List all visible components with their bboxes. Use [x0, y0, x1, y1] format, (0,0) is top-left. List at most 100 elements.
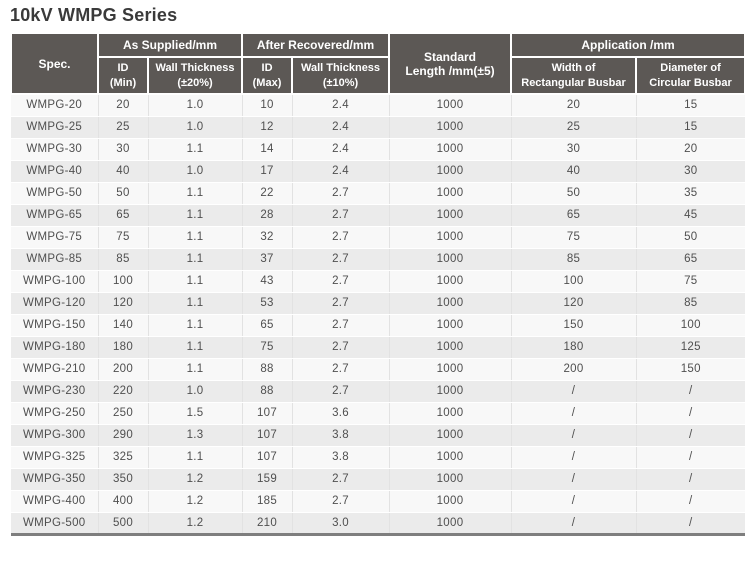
standard-length-cell: 1000: [388, 489, 512, 513]
wall-thickness-20-cell: 1.0: [147, 93, 243, 117]
table-row: WMPG-350 350 1.2 159 2.7 1000//: [11, 467, 746, 491]
diameter-circular-busbar-cell: 150: [635, 357, 746, 381]
wall-thickness-20-cell: 1.1: [147, 291, 243, 315]
table-row: WMPG-50 50 1.1 22 2.7 1000 50 35: [11, 181, 746, 205]
diameter-circular-busbar-cell: 15: [635, 93, 746, 117]
width-rectangular-busbar-cell: /: [510, 467, 637, 491]
standard-length-cell: 1000: [388, 379, 512, 403]
id-max-cell: 107: [241, 423, 293, 447]
table-body: WMPG-20 20 1.0 10 2.4 1000 20 15 WMPG-25 25 1.0 12 2…: [11, 93, 746, 535]
width-rectangular-busbar-cell: 150: [510, 313, 637, 337]
id-min-cell: 500: [97, 511, 149, 535]
spec-cell: WMPG-250: [11, 401, 99, 425]
wall-thickness-10-cell: 2.4: [291, 159, 390, 183]
table-row: WMPG-400 400 1.2 185 2.7 1000//: [11, 489, 746, 513]
table-row: WMPG-30 30 1.1 14 2.4 1000 30 20: [11, 137, 746, 161]
standard-length-cell: 1000: [388, 445, 512, 469]
wall-thickness-20-cell: 1.2: [147, 511, 243, 535]
table-row: WMPG-325 325 1.1 107 3.8 1000//: [11, 445, 746, 469]
width-rectangular-busbar-cell: 120: [510, 291, 637, 315]
id-min-cell: 100: [97, 269, 149, 293]
wall-thickness-10-cell: 2.7: [291, 269, 390, 293]
id-max-cell: 107: [241, 445, 293, 469]
diameter-circular-busbar-cell: 65: [635, 247, 746, 271]
wall-thickness-20-cell: 1.5: [147, 401, 243, 425]
spec-cell: WMPG-100: [11, 269, 99, 293]
table-row: WMPG-120 120 1.1 53 2.7 1000 120 85: [11, 291, 746, 315]
standard-length-cell: 1000: [388, 269, 512, 293]
standard-length-cell: 1000: [388, 181, 512, 205]
diameter-circular-busbar-cell: /: [635, 423, 746, 447]
wall-thickness-10-cell: 3.6: [291, 401, 390, 425]
width-rectangular-busbar-cell: 25: [510, 115, 637, 139]
wall-thickness-20-cell: 1.1: [147, 335, 243, 359]
id-max-cell: 10: [241, 93, 293, 117]
wall-thickness-20-cell: 1.1: [147, 137, 243, 161]
id-max-cell: 14: [241, 137, 293, 161]
id-min-cell: 325: [97, 445, 149, 469]
diameter-circular-busbar-cell: /: [635, 467, 746, 491]
header-spec: Spec.: [10, 32, 99, 95]
page-title: 10kV WMPG Series: [10, 5, 178, 25]
id-max-cell: 75: [241, 335, 293, 359]
diameter-circular-busbar-cell: 35: [635, 181, 746, 205]
spec-cell: WMPG-500: [11, 511, 99, 535]
wall-thickness-10-cell: 3.0: [291, 511, 390, 535]
header-diameter-circular-busbar: Diameter of Circular Busbar: [635, 56, 747, 95]
id-min-cell: 200: [97, 357, 149, 381]
wall-thickness-20-cell: 1.1: [147, 445, 243, 469]
id-min-cell: 75: [97, 225, 149, 249]
wall-thickness-20-cell: 1.0: [147, 159, 243, 183]
diameter-circular-busbar-cell: 85: [635, 291, 746, 315]
spec-cell: WMPG-75: [11, 225, 99, 249]
id-max-cell: 32: [241, 225, 293, 249]
wall-thickness-20-cell: 1.3: [147, 423, 243, 447]
spec-cell: WMPG-350: [11, 467, 99, 491]
id-max-cell: 28: [241, 203, 293, 227]
spec-cell: WMPG-400: [11, 489, 99, 513]
standard-length-cell: 1000: [388, 291, 512, 315]
spec-cell: WMPG-180: [11, 335, 99, 359]
spec-cell: WMPG-210: [11, 357, 99, 381]
wall-thickness-10-cell: 2.7: [291, 489, 390, 513]
table-row: WMPG-75 75 1.1 32 2.7 1000 75 50: [11, 225, 746, 249]
diameter-circular-busbar-cell: /: [635, 511, 746, 535]
id-min-cell: 290: [97, 423, 149, 447]
spec-cell: WMPG-85: [11, 247, 99, 271]
standard-length-cell: 1000: [388, 335, 512, 359]
wall-thickness-20-cell: 1.0: [147, 379, 243, 403]
width-rectangular-busbar-cell: 75: [510, 225, 637, 249]
id-max-cell: 210: [241, 511, 293, 535]
wall-thickness-20-cell: 1.2: [147, 467, 243, 491]
id-min-cell: 350: [97, 467, 149, 491]
spec-table: Spec. As Supplied/mm After Recovered/mm …: [10, 32, 747, 536]
wall-thickness-20-cell: 1.0: [147, 115, 243, 139]
width-rectangular-busbar-cell: 100: [510, 269, 637, 293]
wall-thickness-10-cell: 2.4: [291, 115, 390, 139]
table-header: Spec. As Supplied/mm After Recovered/mm …: [10, 32, 747, 95]
id-min-cell: 65: [97, 203, 149, 227]
header-id-min: ID (Min): [97, 56, 149, 95]
wall-thickness-10-cell: 3.8: [291, 423, 390, 447]
standard-length-cell: 1000: [388, 511, 512, 535]
width-rectangular-busbar-cell: 20: [510, 93, 637, 117]
wall-thickness-10-cell: 2.7: [291, 225, 390, 249]
width-rectangular-busbar-cell: /: [510, 379, 637, 403]
header-wall-thickness-10: Wall Thickness (±10%): [291, 56, 391, 95]
wall-thickness-10-cell: 2.7: [291, 379, 390, 403]
wall-thickness-10-cell: 2.7: [291, 203, 390, 227]
spec-cell: WMPG-20: [11, 93, 99, 117]
wall-thickness-10-cell: 2.7: [291, 335, 390, 359]
header-as-supplied: As Supplied/mm: [96, 32, 244, 58]
wall-thickness-10-cell: 2.7: [291, 357, 390, 381]
standard-length-cell: 1000: [388, 203, 512, 227]
width-rectangular-busbar-cell: 30: [510, 137, 637, 161]
id-max-cell: 22: [241, 181, 293, 205]
id-max-cell: 65: [241, 313, 293, 337]
standard-length-cell: 1000: [388, 467, 512, 491]
diameter-circular-busbar-cell: /: [635, 445, 746, 469]
wall-thickness-20-cell: 1.1: [147, 269, 243, 293]
page: 10kV WMPG Series Spec. As Supplied/mm Af…: [10, 5, 747, 536]
diameter-circular-busbar-cell: /: [635, 379, 746, 403]
id-max-cell: 37: [241, 247, 293, 271]
